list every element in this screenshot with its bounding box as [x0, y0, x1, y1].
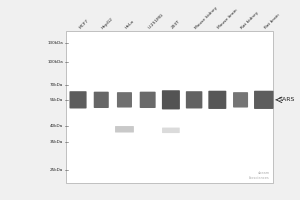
Bar [66, 31, 273, 183]
Text: U-251MG: U-251MG [148, 12, 165, 30]
FancyBboxPatch shape [70, 91, 87, 108]
FancyBboxPatch shape [117, 92, 132, 108]
FancyBboxPatch shape [162, 90, 180, 109]
Text: Rat brain: Rat brain [264, 13, 280, 30]
FancyBboxPatch shape [208, 91, 226, 109]
FancyBboxPatch shape [254, 91, 274, 109]
FancyBboxPatch shape [162, 128, 180, 133]
Text: 40kDa: 40kDa [50, 124, 63, 128]
Text: MCF7: MCF7 [78, 18, 89, 30]
Text: SARS: SARS [278, 97, 295, 102]
Text: 293T: 293T [171, 19, 181, 30]
Text: 130kDa: 130kDa [47, 41, 63, 45]
FancyBboxPatch shape [186, 91, 202, 108]
FancyBboxPatch shape [115, 126, 134, 133]
Text: HepG2: HepG2 [101, 16, 115, 30]
Text: Mouse kidney: Mouse kidney [194, 5, 218, 30]
FancyBboxPatch shape [233, 92, 248, 108]
FancyBboxPatch shape [94, 92, 109, 108]
Text: HeLa: HeLa [124, 19, 135, 30]
Text: 25kDa: 25kDa [50, 168, 63, 172]
FancyBboxPatch shape [140, 92, 156, 108]
Text: 70kDa: 70kDa [50, 83, 63, 87]
Text: 55kDa: 55kDa [50, 98, 63, 102]
Text: Rat kidney: Rat kidney [241, 10, 260, 30]
Text: 35kDa: 35kDa [50, 140, 63, 144]
Text: 100kDa: 100kDa [47, 60, 63, 64]
Text: Mouse brain: Mouse brain [217, 8, 239, 30]
Text: abeam
biosciences: abeam biosciences [249, 171, 270, 180]
